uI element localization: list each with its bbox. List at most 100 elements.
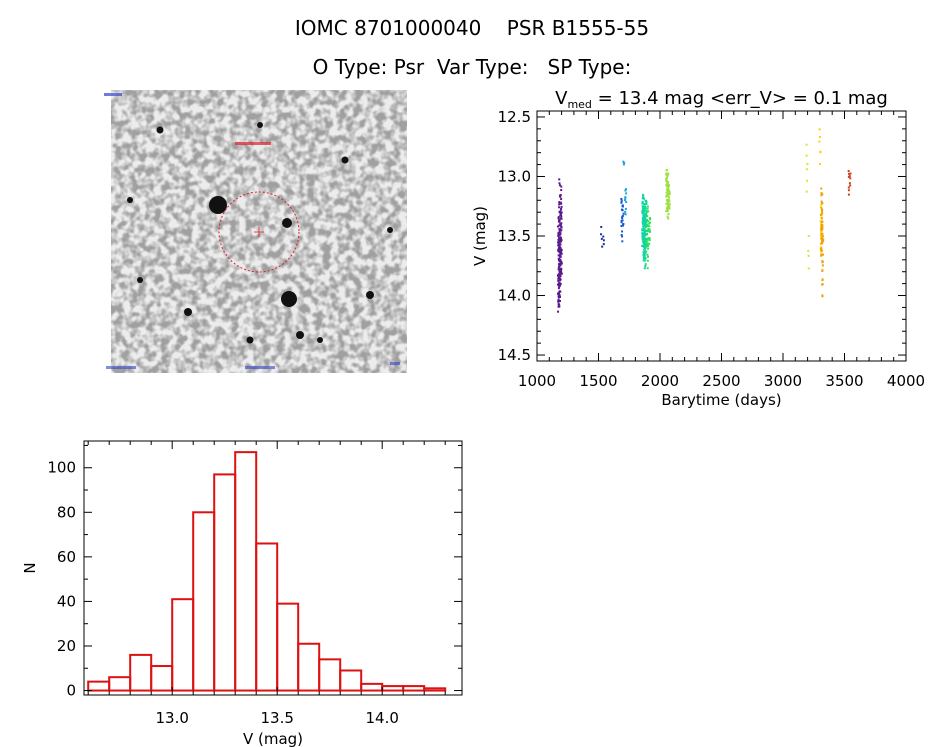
lc-point bbox=[668, 200, 671, 203]
hist-bar bbox=[297, 642, 321, 692]
lc-point bbox=[666, 215, 669, 218]
lc-series-g2 bbox=[600, 226, 605, 248]
lc-point bbox=[622, 163, 625, 166]
lc-point bbox=[559, 262, 562, 265]
lc-xtick-label: 1000 bbox=[518, 372, 556, 390]
lc-series-g4 bbox=[622, 160, 628, 216]
lc-point bbox=[559, 217, 562, 220]
hist-bar bbox=[171, 598, 195, 692]
lc-point bbox=[666, 189, 669, 192]
lc-point bbox=[645, 202, 648, 205]
lc-point bbox=[820, 249, 823, 252]
lc-point bbox=[646, 267, 649, 270]
lc-xtick-label: 1500 bbox=[579, 372, 617, 390]
lc-point bbox=[602, 243, 605, 246]
lc-point bbox=[624, 210, 627, 213]
lc-point bbox=[665, 180, 668, 183]
lc-point bbox=[646, 242, 649, 245]
lc-point bbox=[648, 238, 651, 241]
lc-point bbox=[559, 275, 562, 278]
lc-point bbox=[556, 274, 559, 277]
lc-point bbox=[641, 238, 644, 241]
lc-point bbox=[820, 226, 823, 229]
lc-point bbox=[820, 203, 823, 206]
lc-point bbox=[558, 184, 561, 187]
lc-point bbox=[668, 207, 671, 210]
lc-point bbox=[560, 248, 563, 251]
lc-point bbox=[560, 262, 563, 265]
lc-point bbox=[641, 240, 644, 243]
hist-bar bbox=[318, 658, 342, 692]
lc-point bbox=[644, 263, 647, 266]
lc-point bbox=[821, 225, 824, 228]
lc-point bbox=[644, 265, 647, 268]
hist-bar bbox=[192, 511, 216, 692]
lc-point bbox=[807, 235, 810, 238]
lc-point bbox=[558, 257, 561, 260]
lc-point bbox=[645, 245, 648, 248]
lc-point bbox=[559, 263, 562, 266]
lc-xtick-label: 3500 bbox=[825, 372, 863, 390]
lc-point bbox=[559, 228, 562, 231]
lc-point bbox=[644, 242, 647, 245]
lc-point bbox=[667, 217, 670, 220]
lc-point bbox=[648, 236, 651, 239]
lc-point bbox=[645, 229, 648, 232]
lc-point bbox=[641, 231, 644, 234]
lc-point bbox=[667, 201, 670, 204]
lc-point bbox=[648, 217, 651, 220]
lc-point bbox=[600, 226, 603, 229]
hist-x-axis-label: V (mag) bbox=[243, 730, 303, 747]
lc-point bbox=[642, 225, 645, 228]
lc-point bbox=[849, 172, 852, 175]
lc-point bbox=[820, 207, 823, 210]
lc-xtick-label: 2500 bbox=[702, 372, 740, 390]
lc-point bbox=[641, 244, 644, 247]
lc-point bbox=[643, 250, 646, 253]
lc-point bbox=[642, 214, 645, 217]
lc-point bbox=[557, 217, 560, 220]
lc-point bbox=[558, 300, 561, 303]
lc-point bbox=[559, 222, 562, 225]
lc-point bbox=[641, 221, 644, 224]
lc-point bbox=[643, 223, 646, 226]
lc-point bbox=[601, 245, 604, 248]
lc-point bbox=[643, 246, 646, 249]
lc-point bbox=[821, 264, 824, 267]
lc-point bbox=[558, 305, 561, 308]
lc-point bbox=[641, 236, 644, 239]
lc-series-g11 bbox=[847, 170, 852, 196]
lc-point bbox=[643, 221, 646, 224]
lc-point bbox=[558, 178, 561, 181]
lc-point bbox=[848, 175, 851, 178]
lc-point bbox=[558, 276, 561, 279]
lc-point bbox=[621, 240, 624, 243]
lc-point bbox=[822, 253, 825, 256]
lc-point bbox=[645, 220, 648, 223]
lc-ytick-label: 14.5 bbox=[498, 346, 531, 364]
lc-point bbox=[559, 243, 562, 246]
lc-point bbox=[557, 291, 560, 294]
lc-point bbox=[821, 227, 824, 230]
lc-point bbox=[558, 282, 561, 285]
lc-point bbox=[645, 237, 648, 240]
lc-point bbox=[558, 224, 561, 227]
lc-point bbox=[665, 176, 668, 179]
lc-point bbox=[643, 267, 646, 270]
lc-point bbox=[623, 161, 626, 164]
lc-point bbox=[647, 210, 650, 213]
lc-point bbox=[665, 210, 668, 213]
lc-point bbox=[666, 193, 669, 196]
lc-point bbox=[666, 210, 669, 213]
lc-point bbox=[646, 225, 649, 228]
lc-point bbox=[645, 209, 648, 212]
lc-point bbox=[558, 182, 561, 185]
lc-point bbox=[643, 218, 646, 221]
lc-point bbox=[642, 218, 645, 221]
lc-point bbox=[645, 211, 648, 214]
lc-y-axis-label: V (mag) bbox=[471, 206, 489, 266]
lc-point bbox=[642, 227, 645, 230]
lc-point bbox=[559, 282, 562, 285]
lc-ytick-label: 13.0 bbox=[498, 167, 531, 185]
lc-point bbox=[807, 249, 810, 252]
